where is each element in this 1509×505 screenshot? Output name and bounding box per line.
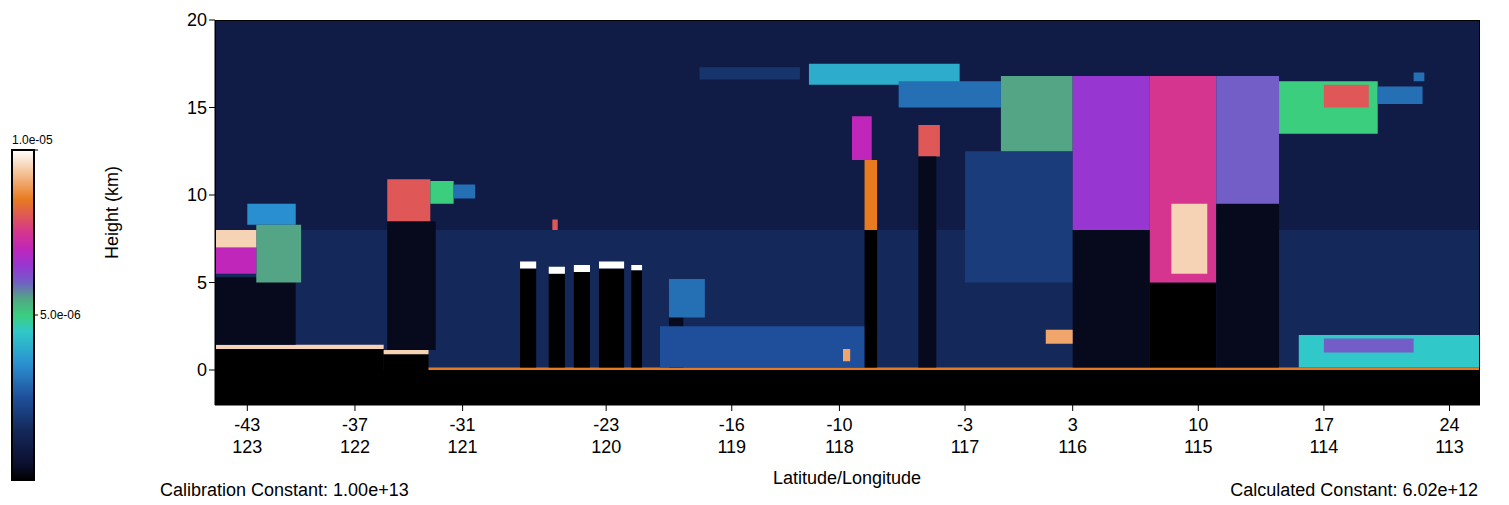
- svg-text:Calibration Constant: 1.00e+13: Calibration Constant: 1.00e+13: [160, 480, 409, 500]
- svg-text:-23120: -23120: [591, 415, 621, 457]
- svg-text:-16119: -16119: [717, 415, 746, 457]
- svg-text:Calculated Constant: 6.02e+12: Calculated Constant: 6.02e+12: [1230, 480, 1478, 500]
- svg-text:10115: 10115: [1184, 415, 1213, 457]
- svg-text:15: 15: [187, 98, 207, 118]
- svg-text:5: 5: [197, 273, 207, 293]
- svg-text:-43123: -43123: [232, 415, 262, 457]
- svg-text:10: 10: [187, 185, 207, 205]
- svg-text:5.0e-06: 5.0e-06: [40, 308, 81, 322]
- svg-text:-3117: -3117: [951, 415, 980, 457]
- svg-text:Latitude/Longitude: Latitude/Longitude: [773, 468, 921, 488]
- svg-text:17114: 17114: [1310, 415, 1339, 457]
- svg-text:-10118: -10118: [825, 415, 854, 457]
- svg-text:20: 20: [187, 10, 207, 30]
- svg-text:-31121: -31121: [448, 415, 478, 457]
- svg-text:Height (km): Height (km): [102, 166, 122, 259]
- svg-text:0: 0: [197, 360, 207, 380]
- svg-text:3116: 3116: [1058, 415, 1087, 457]
- svg-text:24113: 24113: [1435, 415, 1464, 457]
- svg-text:1.0e-05: 1.0e-05: [12, 133, 53, 147]
- svg-text:-37122: -37122: [340, 415, 370, 457]
